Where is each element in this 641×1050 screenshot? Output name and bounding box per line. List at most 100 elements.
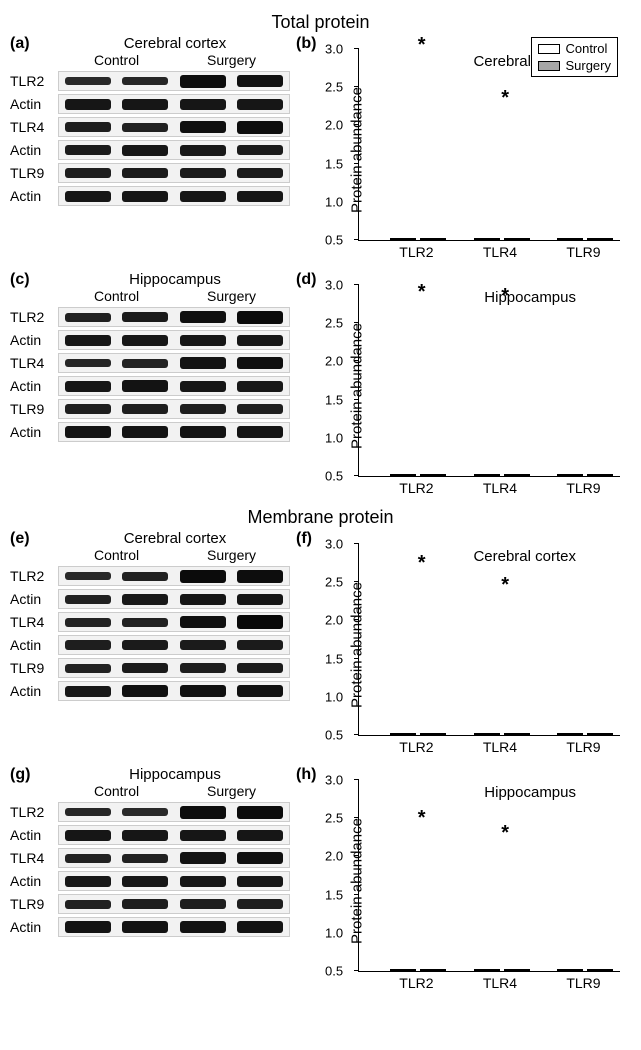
blot-protein-label: TLR4 bbox=[10, 850, 58, 866]
chart-area: (d)HippocampusProtein abundance0.51.01.5… bbox=[296, 271, 626, 501]
band bbox=[122, 685, 168, 697]
lane bbox=[232, 164, 290, 182]
lane bbox=[117, 826, 175, 844]
band bbox=[237, 121, 283, 134]
band bbox=[65, 99, 111, 110]
box-control bbox=[474, 969, 500, 971]
y-tick-label: 2.5 bbox=[325, 811, 343, 826]
band bbox=[65, 335, 111, 346]
median-line bbox=[391, 969, 415, 970]
lane bbox=[232, 590, 290, 608]
box-surgery bbox=[504, 474, 530, 476]
blot-lanes bbox=[58, 71, 290, 91]
lane bbox=[174, 895, 232, 913]
box-control bbox=[557, 733, 583, 735]
lane bbox=[59, 118, 117, 136]
box-control bbox=[557, 238, 583, 240]
y-tick-mark bbox=[354, 696, 359, 697]
lane bbox=[117, 164, 175, 182]
condition-label: Control bbox=[94, 783, 139, 799]
lane bbox=[174, 590, 232, 608]
y-tick-label: 1.5 bbox=[325, 651, 343, 666]
lane bbox=[174, 682, 232, 700]
y-tick-mark bbox=[354, 124, 359, 125]
lane bbox=[59, 682, 117, 700]
blot-protein-label: Actin bbox=[10, 873, 58, 889]
x-tick-label: TLR2 bbox=[399, 480, 433, 496]
plot: 0.51.01.52.02.53.0*TLR2*TLR4TLR9 bbox=[358, 285, 620, 477]
blot-row: TLR9 bbox=[10, 162, 290, 184]
band bbox=[122, 876, 168, 887]
box-surgery bbox=[420, 474, 446, 476]
condition-label: Control bbox=[94, 288, 139, 304]
blot-protein-label: TLR2 bbox=[10, 73, 58, 89]
lane bbox=[174, 849, 232, 867]
blot-row: TLR2 bbox=[10, 306, 290, 328]
y-tick-label: 3.0 bbox=[325, 537, 343, 552]
box-control bbox=[390, 238, 416, 240]
lane bbox=[59, 659, 117, 677]
y-tick-mark bbox=[354, 239, 359, 240]
median-line bbox=[421, 733, 445, 734]
band bbox=[180, 426, 226, 438]
band bbox=[122, 335, 168, 346]
lane bbox=[59, 849, 117, 867]
legend-label: Control bbox=[565, 41, 607, 56]
lane bbox=[232, 377, 290, 395]
band bbox=[180, 685, 226, 697]
band bbox=[65, 572, 111, 580]
median-line bbox=[558, 474, 582, 475]
band bbox=[122, 359, 168, 368]
y-tick-label: 0.5 bbox=[325, 964, 343, 979]
lane bbox=[117, 872, 175, 890]
panel-label: (e) bbox=[10, 530, 30, 548]
lane bbox=[232, 636, 290, 654]
band bbox=[237, 168, 283, 178]
blot-protein-label: Actin bbox=[10, 591, 58, 607]
blot-protein-label: Actin bbox=[10, 424, 58, 440]
blot-protein-label: TLR9 bbox=[10, 896, 58, 912]
band bbox=[122, 191, 168, 202]
band bbox=[180, 594, 226, 605]
lane bbox=[232, 849, 290, 867]
box-control bbox=[474, 238, 500, 240]
significance-star: * bbox=[501, 285, 509, 308]
band bbox=[180, 168, 226, 178]
significance-star: * bbox=[501, 87, 509, 110]
x-tick-label: TLR4 bbox=[483, 739, 517, 755]
band bbox=[122, 99, 168, 110]
median-line bbox=[588, 969, 612, 970]
band bbox=[180, 191, 226, 202]
lane bbox=[117, 567, 175, 585]
band bbox=[65, 381, 111, 392]
box-surgery bbox=[504, 238, 530, 240]
blot-lanes bbox=[58, 186, 290, 206]
lane bbox=[174, 636, 232, 654]
y-tick-mark bbox=[354, 437, 359, 438]
blot-lanes bbox=[58, 658, 290, 678]
band bbox=[237, 381, 283, 392]
lane bbox=[232, 187, 290, 205]
blot-row: Actin bbox=[10, 421, 290, 443]
blot-row: Actin bbox=[10, 916, 290, 938]
band bbox=[122, 572, 168, 581]
band bbox=[65, 191, 111, 202]
box-surgery bbox=[504, 969, 530, 971]
plot: 0.51.01.52.02.53.0*TLR2*TLR4TLR9 bbox=[358, 544, 620, 736]
band bbox=[65, 145, 111, 155]
lane bbox=[174, 118, 232, 136]
lane bbox=[117, 590, 175, 608]
blot-protein-label: Actin bbox=[10, 827, 58, 843]
band bbox=[65, 664, 111, 673]
significance-star: * bbox=[418, 552, 426, 575]
median-line bbox=[505, 733, 529, 734]
box-surgery bbox=[587, 733, 613, 735]
band bbox=[65, 77, 111, 85]
band bbox=[180, 75, 226, 88]
box-control bbox=[390, 969, 416, 971]
band bbox=[65, 900, 111, 909]
condition-label: Surgery bbox=[207, 52, 256, 68]
blot-row: TLR4 bbox=[10, 611, 290, 633]
band bbox=[180, 616, 226, 628]
lane bbox=[59, 164, 117, 182]
